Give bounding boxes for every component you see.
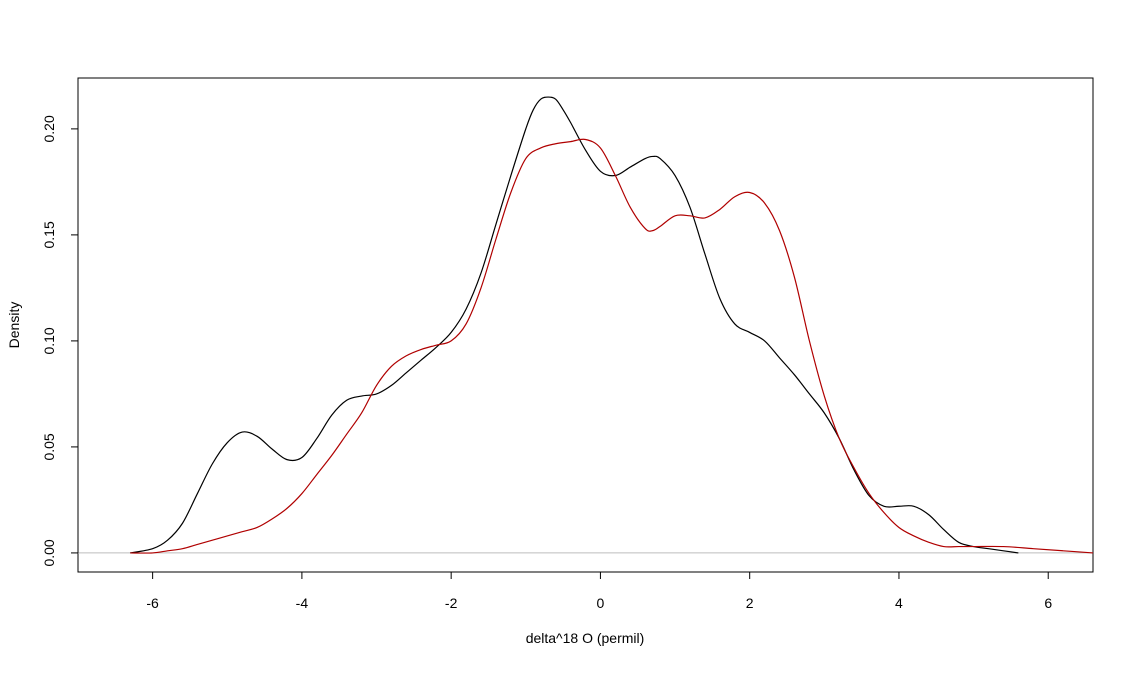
density-curve-1: [130, 96, 1019, 554]
density-curve-2: [130, 138, 1094, 554]
x-axis: -6 -4 -2 0 2 4 6: [146, 571, 1052, 611]
y-tick-label: 0.20: [41, 115, 57, 142]
series-group: [130, 96, 1094, 554]
x-tick-label: -2: [445, 595, 458, 611]
x-tick-label: -6: [146, 595, 159, 611]
y-tick-label: 0.10: [41, 327, 57, 354]
plot-frame: [77, 77, 1094, 573]
x-tick-label: 6: [1044, 595, 1052, 611]
y-tick-label: 0.15: [41, 221, 57, 248]
x-tick-label: 4: [895, 595, 903, 611]
x-tick-label: -4: [296, 595, 309, 611]
y-axis: 0.00 0.05 0.10 0.15 0.20: [41, 115, 79, 567]
y-axis-label: Density: [6, 302, 22, 349]
y-tick-label: 0.05: [41, 433, 57, 460]
x-tick-label: 2: [746, 595, 754, 611]
x-tick-label: 0: [597, 595, 605, 611]
x-axis-label: delta^18 O (permil): [526, 630, 645, 646]
y-tick-label: 0.00: [41, 539, 57, 566]
